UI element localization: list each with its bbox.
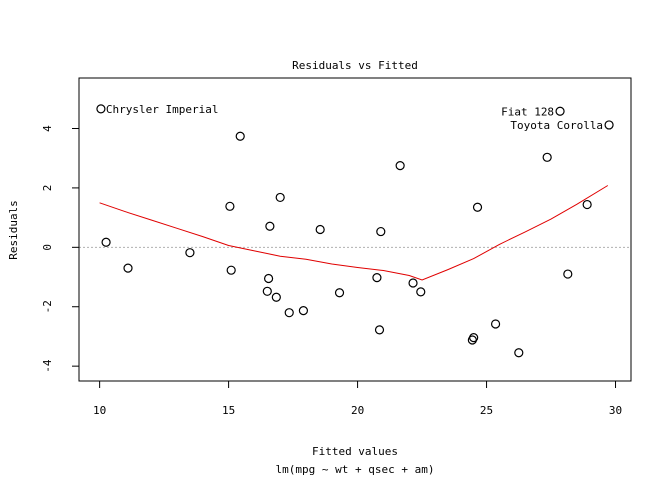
data-point	[416, 287, 426, 297]
data-point	[542, 152, 552, 162]
y-axis-label: Residuals	[7, 200, 20, 260]
data-point	[284, 308, 294, 318]
data-point	[101, 237, 111, 247]
data-point	[263, 273, 274, 284]
data-point	[123, 263, 133, 273]
smooth-line	[99, 185, 609, 281]
x-tick-label: 15	[222, 404, 235, 417]
data-point	[298, 305, 309, 316]
x-tick-label: 10	[93, 404, 106, 417]
y-tick-label: -4	[41, 359, 54, 373]
data-point	[275, 192, 285, 203]
data-point	[472, 202, 483, 212]
data-point	[563, 269, 573, 279]
point-label: Chrysler Imperial	[106, 103, 219, 116]
x-axis: 10 15 20 25 30	[93, 380, 622, 417]
y-axis: -4 -2 0 2 4	[41, 125, 80, 373]
data-point	[265, 221, 275, 231]
data-point	[315, 224, 325, 235]
x-axis-label: Fitted values	[312, 445, 398, 458]
data-point	[395, 161, 405, 171]
data-point	[490, 319, 501, 329]
smooth-line-layer	[99, 185, 609, 281]
data-point	[271, 292, 281, 302]
point-label: Toyota Corolla	[510, 119, 603, 132]
x-tick-label: 30	[609, 404, 622, 417]
x-tick-label: 20	[351, 404, 364, 417]
data-point	[582, 199, 592, 210]
x-tick-label: 25	[480, 404, 493, 417]
data-point	[408, 278, 418, 288]
data-point	[604, 120, 614, 130]
y-tick-label: 2	[41, 185, 54, 192]
y-tick-label: 0	[41, 244, 54, 251]
data-point	[334, 288, 345, 298]
data-point	[376, 226, 386, 237]
y-tick-label: -2	[41, 300, 54, 313]
data-point	[262, 286, 272, 296]
data-point	[374, 325, 385, 335]
chart-title: Residuals vs Fitted	[292, 59, 418, 72]
data-point	[96, 104, 106, 114]
data-point	[469, 333, 479, 343]
point-label: Fiat 128	[501, 105, 554, 118]
data-point	[514, 348, 524, 358]
chart-subtitle: lm(mpg ~ wt + qsec + am)	[276, 463, 435, 476]
y-tick-label: 4	[41, 125, 54, 132]
data-point	[372, 273, 382, 283]
data-point	[225, 201, 235, 211]
points-layer	[96, 104, 614, 358]
data-point	[185, 248, 195, 258]
data-point	[555, 106, 565, 116]
data-point	[235, 131, 245, 141]
data-point	[226, 265, 236, 275]
